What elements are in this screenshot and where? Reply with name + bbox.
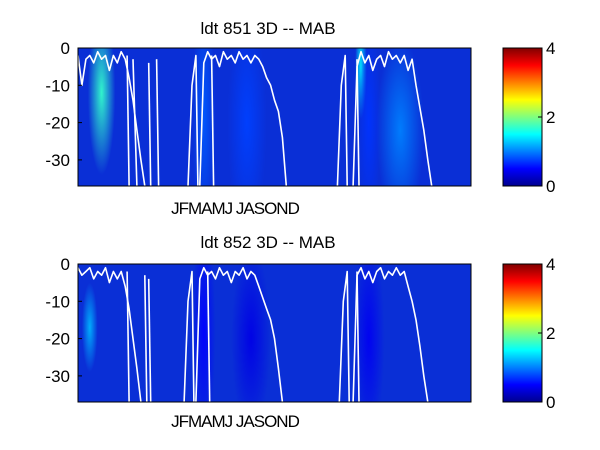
y-tick-label: -20 (45, 330, 70, 349)
colorbar-2: 0 2 4 (502, 255, 555, 412)
line-segment (183, 270, 195, 402)
line-segment (155, 59, 160, 186)
line-segment (199, 50, 288, 186)
heat-hotspot (357, 48, 381, 186)
panel-2-title: ldt 852 3D -- MAB (200, 233, 335, 252)
line-segment (195, 266, 284, 402)
y-tick-label: -10 (45, 292, 70, 311)
line-segment (147, 278, 152, 402)
heat-hotspot (227, 48, 267, 186)
heatmap-panel-1: ldt 851 3D -- MAB 0 -10 -20 -30 JFMAMJ JASO… (45, 19, 472, 218)
line-segment (187, 54, 199, 186)
panel-2-line-layer (78, 266, 429, 402)
line-segment (356, 59, 360, 186)
heatmap-panel-2: ldt 852 3D -- MAB 0 -10 -20 -30 JFMAMJ JASO… (45, 233, 472, 431)
colorbar-tick-label: 0 (546, 177, 555, 196)
line-segment (210, 55, 215, 186)
heat-hotspot (81, 282, 98, 373)
colorbar-tick-label: 4 (546, 39, 555, 58)
panel-1-x-label: JFMAMJ JASOND (171, 199, 299, 218)
colorbar-1-gradient (502, 47, 543, 187)
line-segment (144, 275, 148, 402)
y-tick-label: -30 (45, 367, 70, 386)
colorbar-1: 0 2 4 (502, 39, 555, 196)
colorbar-1-ticks: 0 2 4 (538, 39, 555, 196)
colorbar-tick-label: 0 (546, 393, 555, 412)
y-tick-label: -20 (45, 114, 70, 133)
panel-1-y-axis: 0 -10 -20 -30 (45, 39, 82, 170)
panel-2-plot-frame (77, 263, 472, 403)
line-segment (338, 270, 350, 402)
heat-hotspot (231, 264, 271, 402)
colorbar-tick-label: 2 (546, 324, 555, 343)
y-tick-label: 0 (61, 39, 70, 58)
y-tick-label: 0 (61, 255, 70, 274)
heat-hotspot (376, 48, 424, 186)
panel-1-plot-frame (77, 47, 472, 187)
panel-1-title: ldt 851 3D -- MAB (200, 19, 335, 38)
line-segment (78, 266, 142, 402)
heat-hotspot (353, 264, 385, 402)
line-segment (147, 62, 152, 186)
colorbar-2-ticks: 0 2 4 (538, 255, 555, 412)
line-segment (132, 59, 138, 186)
panel-1-heat-field (87, 48, 424, 186)
line-segment (126, 271, 130, 402)
panel-1-line-layer (78, 50, 433, 186)
heat-hotspot (191, 264, 216, 402)
panel-2-x-label: JFMAMJ JASOND (171, 412, 299, 431)
y-tick-label: -30 (45, 151, 70, 170)
line-segment (352, 266, 429, 402)
line-segment (336, 54, 348, 186)
colorbar-2-gradient (502, 263, 543, 403)
heat-hotspot (87, 48, 116, 175)
line-segment (206, 271, 211, 402)
colorbar-tick-label: 4 (546, 255, 555, 274)
y-tick-label: -10 (45, 76, 70, 95)
panel-2-plot-background (78, 264, 471, 402)
line-segment (126, 55, 130, 186)
line-segment (352, 50, 433, 186)
line-segment (356, 271, 360, 402)
colorbar-tick-label: 2 (546, 108, 555, 127)
panel-2-y-axis: 0 -10 -20 -30 (45, 255, 82, 386)
